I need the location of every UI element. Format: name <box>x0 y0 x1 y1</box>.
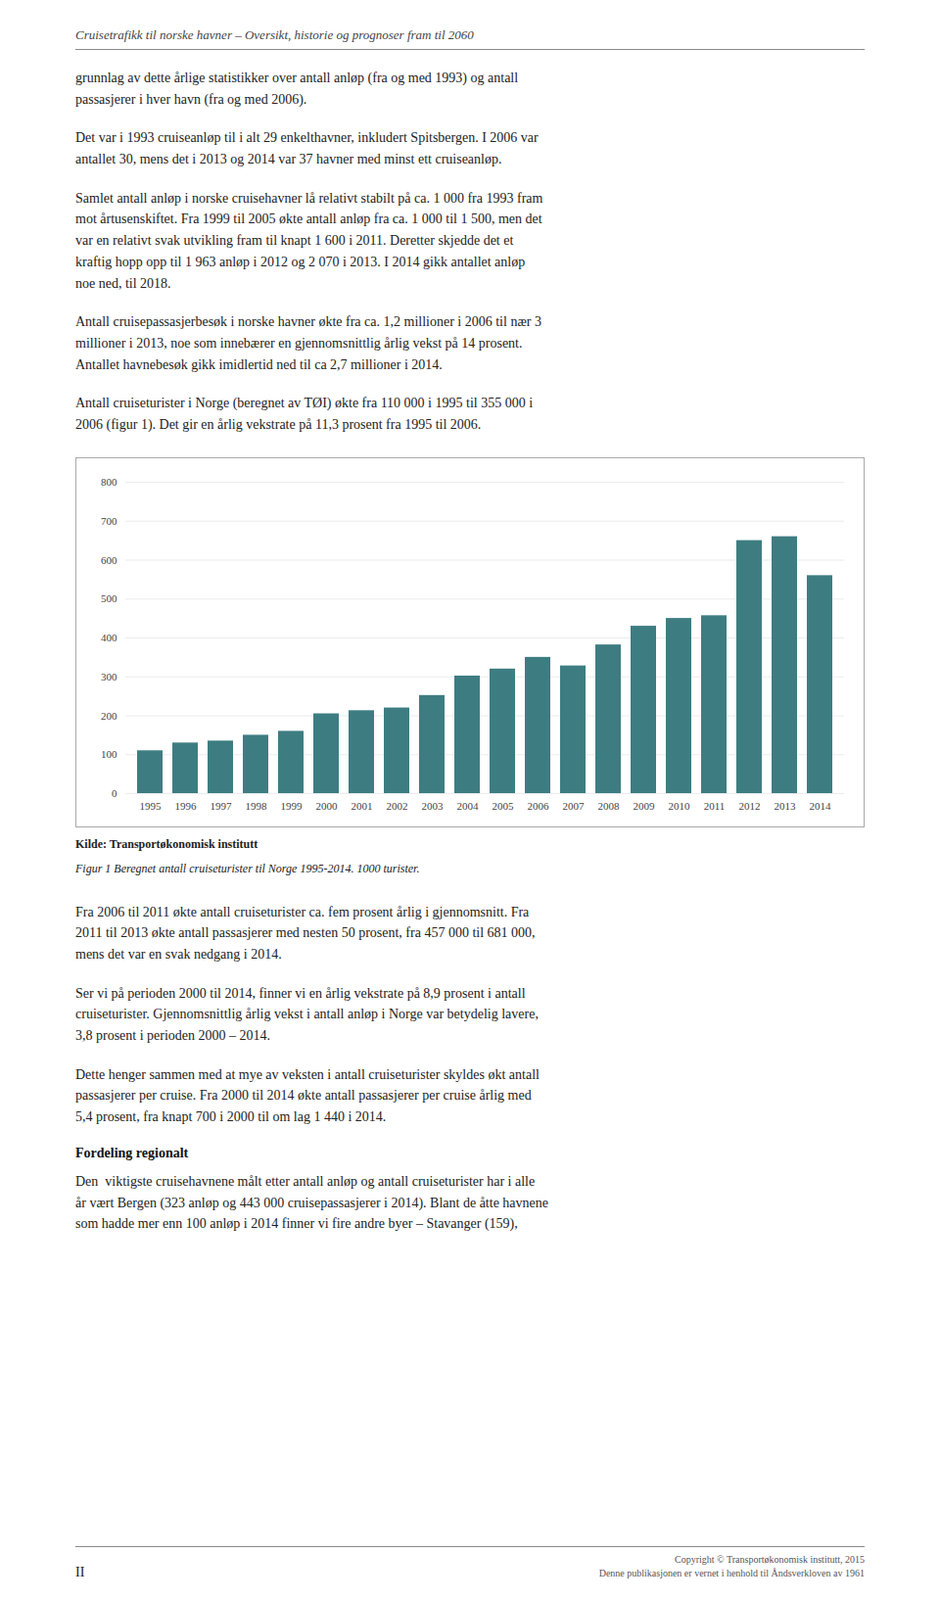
svg-text:2007: 2007 <box>563 799 586 812</box>
html-text:Antall cruisepassasjerbesøk i: Antall cruisepassasjerbesøk i norske hav… <box>75 314 542 372</box>
svg-text:300: 300 <box>100 669 118 682</box>
svg-text:500: 500 <box>100 592 118 605</box>
svg-text:800: 800 <box>100 475 118 488</box>
svg-text:1995: 1995 <box>140 799 163 812</box>
svg-text:1997: 1997 <box>210 799 234 812</box>
svg-text:2014: 2014 <box>809 799 833 812</box>
svg-text:2009: 2009 <box>633 799 657 812</box>
svg-text:2010: 2010 <box>668 799 692 812</box>
svg-text:2001: 2001 <box>351 799 374 812</box>
html-text:Ser vi på perioden 2000 til 20: Ser vi på perioden 2000 til 2014, finner… <box>75 985 539 1043</box>
svg-text:2011: 2011 <box>704 799 726 812</box>
html-text:Fordeling regionalt: Fordeling regionalt <box>75 1145 189 1161</box>
html-text:Antall cruiseturister i Norge: Antall cruiseturister i Norge (beregnet … <box>75 395 533 432</box>
svg-text:2012: 2012 <box>739 799 761 812</box>
html-text:Den viktigste cruisehavnene må: Den viktigste cruisehavnene målt etter a… <box>75 1173 549 1232</box>
svg-text:200: 200 <box>100 708 118 721</box>
svg-text:2000: 2000 <box>316 799 339 812</box>
svg-text:2013: 2013 <box>774 799 798 812</box>
html-text:Kilde: Transportøkonomisk inst: Kilde: Transportøkonomisk institutt <box>75 836 258 851</box>
svg-text:0: 0 <box>111 787 118 799</box>
html-text:Dette henger sammen med at mye: Dette henger sammen med at mye av vekste… <box>75 1067 540 1125</box>
html-text:II: II <box>75 1564 85 1580</box>
html-text:Figur 1 Beregnet antall cruise: Figur 1 Beregnet antall cruiseturister t… <box>75 861 420 875</box>
svg-text:2004: 2004 <box>457 799 480 812</box>
html-text:Cruisetrafikk til norske havne: Cruisetrafikk til norske havner – Oversi… <box>75 27 474 43</box>
html-text:Det var i 1993 cruiseanløp til: Det var i 1993 cruiseanløp til i alt 29 … <box>75 130 539 167</box>
svg-text:700: 700 <box>100 514 118 526</box>
svg-text:400: 400 <box>100 631 118 644</box>
svg-text:1999: 1999 <box>281 799 304 812</box>
svg-text:1996: 1996 <box>175 799 198 812</box>
svg-text:1998: 1998 <box>245 799 269 812</box>
html-text:grunnlag av dette årlige stati: grunnlag av dette årlige statistikker ov… <box>75 70 519 107</box>
html-text:Fra 2006 til 2011 økte antall: Fra 2006 til 2011 økte antall cruiseturi… <box>75 904 536 962</box>
svg-text:2005: 2005 <box>492 799 516 812</box>
html-text:Samlet antall anløp i norske c: Samlet antall anløp i norske cruisehavne… <box>75 190 543 291</box>
html-text:Copyright © Transportøkonomisk: Copyright © Transportøkonomisk institutt… <box>598 1553 865 1579</box>
svg-text:2006: 2006 <box>527 799 551 812</box>
svg-text:2003: 2003 <box>422 799 445 812</box>
svg-text:600: 600 <box>100 553 118 565</box>
svg-text:2008: 2008 <box>598 799 621 812</box>
svg-text:100: 100 <box>100 748 118 760</box>
svg-text:2002: 2002 <box>386 799 409 812</box>
